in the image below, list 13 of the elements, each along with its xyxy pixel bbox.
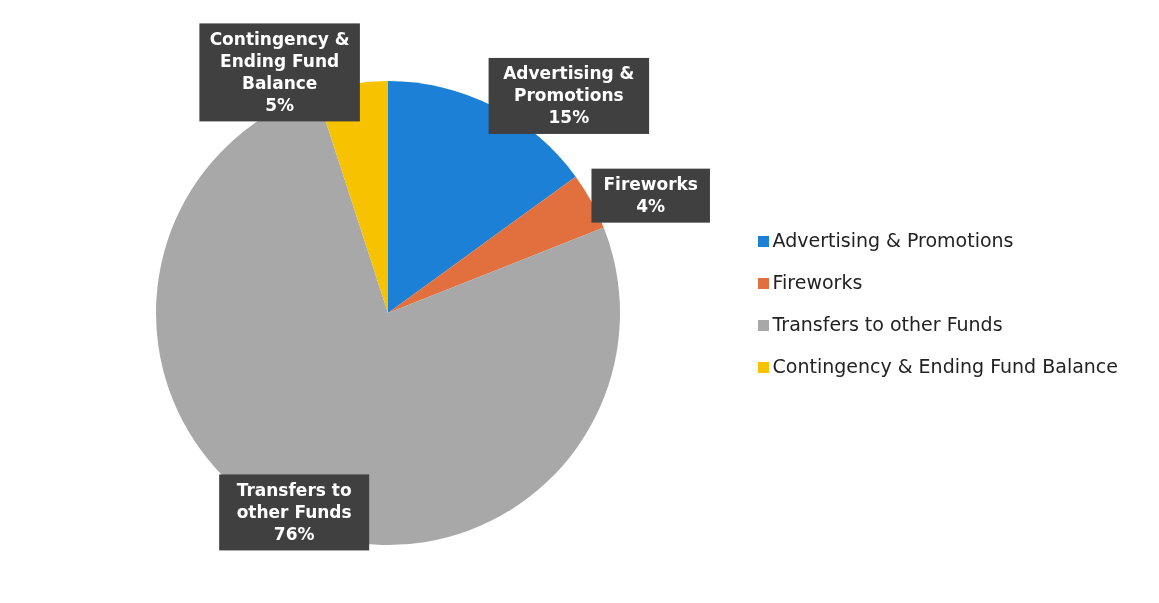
data-label: 76%	[273, 523, 315, 544]
slice-label: Fireworks	[603, 174, 698, 195]
legend-label: Transfers to other Funds	[772, 313, 1003, 335]
pie-slice	[388, 176, 604, 313]
legend-label: Fireworks	[772, 271, 863, 293]
data-label: 5%	[265, 94, 295, 115]
data-label: 4%	[636, 196, 666, 217]
slice-label: Advertising & Promotions	[503, 63, 635, 106]
legend-label: Contingency & Ending Fund Balance	[772, 355, 1118, 377]
legend-label: Advertising & Promotions	[772, 229, 1014, 251]
slice-label: Contingency & Ending Fund Balance	[209, 28, 350, 93]
slice-label: Transfers to other Funds	[236, 479, 352, 522]
data-label: 15%	[548, 107, 590, 128]
